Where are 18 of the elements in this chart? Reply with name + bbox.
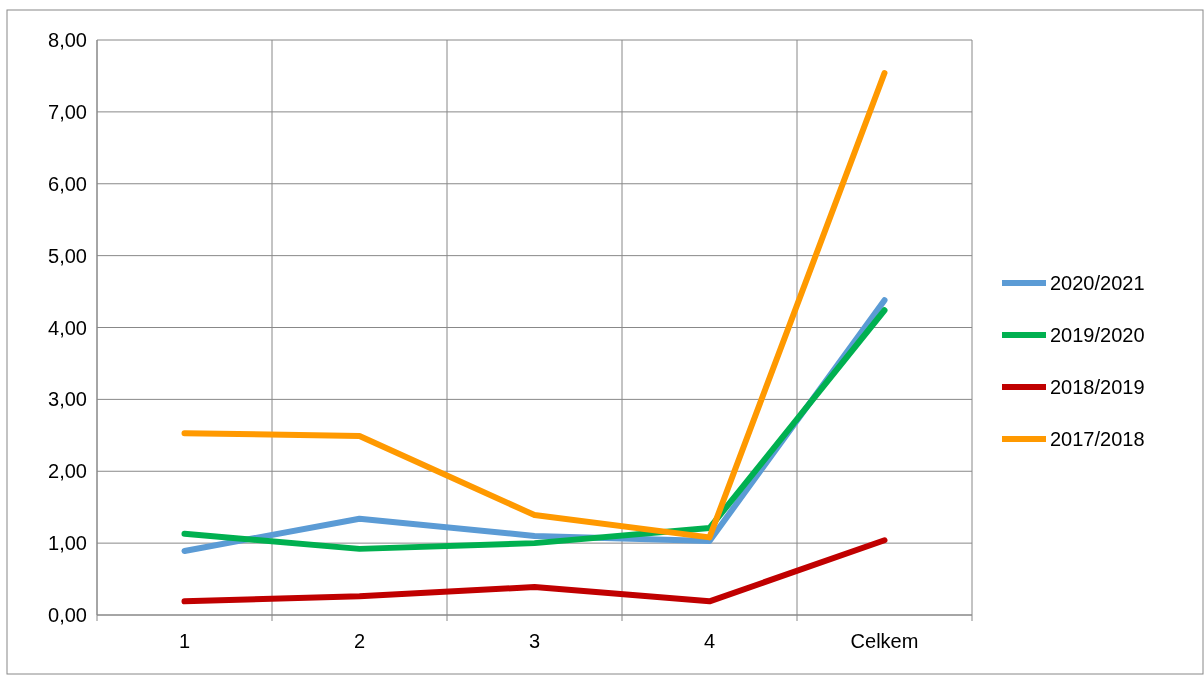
- y-tick-label: 6,00: [48, 172, 87, 195]
- y-tick-label: 1,00: [48, 532, 87, 555]
- x-tick-label: Celkem: [850, 630, 919, 652]
- y-tick-label: 3,00: [48, 388, 87, 411]
- legend-label: 2017/2018: [1050, 428, 1145, 450]
- y-tick-label: 2,00: [48, 460, 87, 483]
- y-tick-label: 4,00: [48, 316, 87, 339]
- x-tick-label: 2: [353, 630, 366, 652]
- y-tick-label: 8,00: [48, 29, 87, 51]
- legend-label: 2018/2019: [1050, 376, 1145, 398]
- y-tick-label: 7,00: [48, 100, 87, 123]
- y-tick-label: 5,00: [48, 244, 87, 267]
- y-tick-label: 0,00: [48, 604, 87, 626]
- x-tick-label: 4: [703, 630, 716, 652]
- legend-label: 2020/2021: [1050, 272, 1145, 294]
- legend-label: 2019/2020: [1050, 324, 1145, 346]
- x-tick-label: 3: [528, 630, 541, 652]
- x-tick-label: 1: [178, 630, 191, 652]
